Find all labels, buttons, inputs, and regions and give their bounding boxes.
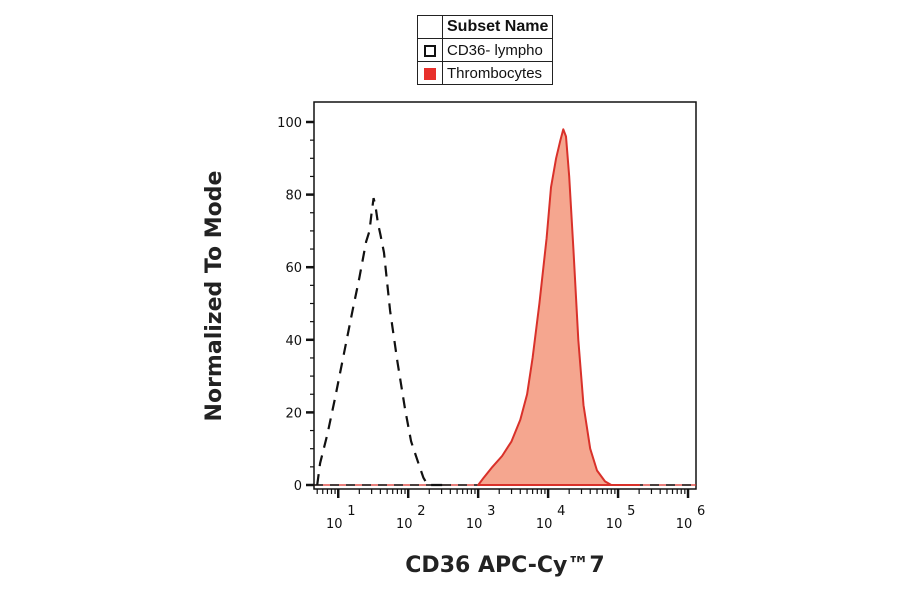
x-tick-exponent: 4	[557, 504, 565, 519]
legend-label-thrombocytes: Thrombocytes	[441, 61, 554, 85]
y-tick-label: 0	[294, 479, 302, 494]
open-square-swatch-icon	[424, 44, 436, 57]
legend: Subset Name CD36- lympho Thrombocytes	[417, 15, 554, 85]
y-tick-label: 20	[285, 406, 302, 421]
series-thrombocytes	[477, 128, 641, 486]
x-axis-label: CD36 APC-Cy™7	[405, 553, 604, 578]
x-tick-label: 10	[536, 517, 553, 532]
x-tick-label: 10	[676, 517, 693, 532]
legend-item: Thrombocytes	[417, 61, 554, 85]
y-axis-label: Normalized To Mode	[202, 171, 227, 422]
x-tick-exponent: 6	[697, 504, 705, 519]
x-tick-label: 10	[466, 517, 483, 532]
y-tick-label: 40	[285, 334, 302, 349]
x-tick-label: 10	[326, 517, 343, 532]
x-tick-exponent: 5	[627, 504, 635, 519]
y-tick-label: 100	[277, 116, 302, 131]
x-tick-exponent: 1	[347, 504, 355, 519]
y-tick-label: 80	[285, 189, 302, 204]
y-tick-label: 60	[285, 261, 302, 276]
x-tick-label: 10	[396, 517, 413, 532]
x-tick-label: 10	[606, 517, 623, 532]
plot-frame	[313, 101, 697, 490]
x-tick-exponent: 2	[417, 504, 425, 519]
legend-label-cd36-lympho: CD36- lympho	[441, 38, 554, 62]
series-cd36-lympho	[316, 197, 451, 487]
filled-square-swatch-icon	[424, 67, 436, 80]
x-tick-exponent: 3	[487, 504, 495, 519]
